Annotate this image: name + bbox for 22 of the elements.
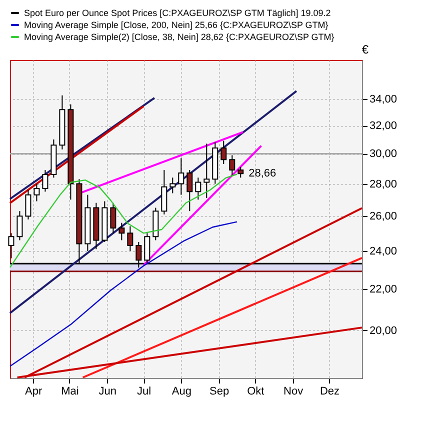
legend-label: Spot Euro per Ounce Spot Prices [C:PXAGEUROZ\SP GTM Täglich] 19.09.2	[24, 8, 331, 18]
annotation: 28,66	[248, 168, 276, 180]
x-tick-label: Jun	[98, 386, 116, 398]
x-tick-label: Aug	[172, 386, 192, 398]
legend-label: Moving Average Simple [Close, 200, Nein] 25,66 {C:PXAGEUROZ\SP GTM}	[24, 20, 328, 30]
x-tick-label: Okt	[247, 386, 264, 398]
x-tick-label: Nov	[284, 386, 304, 398]
x-tick-label: Mai	[61, 386, 79, 398]
y-tick-label: 34,00	[370, 94, 398, 106]
x-tick-label: Apr	[25, 386, 42, 398]
y-tick-label: 22,00	[370, 283, 398, 296]
y-tick-label: 20,00	[370, 324, 398, 337]
legend-label: Moving Average Simple(2) [Close, 38, Nein] 28,62 {C:PXAGEUROZ\SP GTM}	[24, 32, 334, 42]
x-tick-label: Dez	[320, 386, 340, 398]
y-tick-label: 28,00	[370, 178, 398, 190]
y-tick-label: 26,00	[370, 210, 398, 223]
x-tick-label: Sep	[209, 386, 230, 398]
y-tick-label: 24,00	[370, 245, 398, 258]
y-axis-title: €	[362, 42, 369, 56]
x-tick-label: Jul	[136, 386, 152, 398]
y-tick-label: 30,00	[370, 148, 398, 160]
y-tick-label: 32,00	[370, 120, 398, 132]
